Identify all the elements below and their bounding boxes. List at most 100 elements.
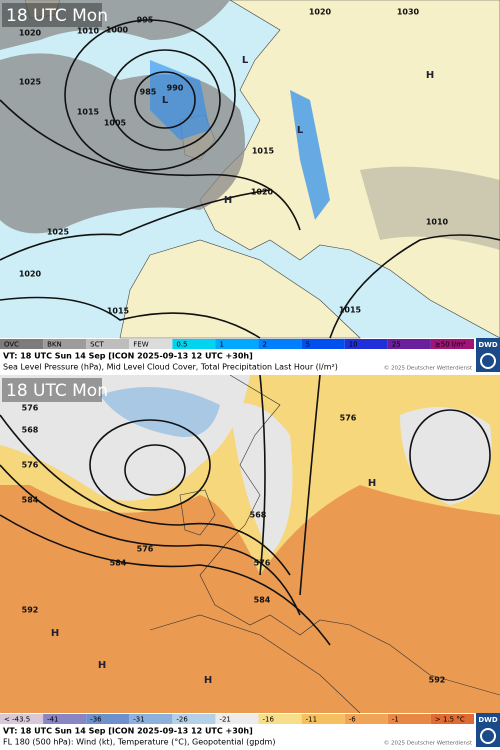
- time-badge: [2, 3, 102, 27]
- legend-swatch: [344, 714, 388, 724]
- isobar-label: 1010: [77, 27, 100, 36]
- description: FL 180 (500 hPa): Wind (kt), Temperature…: [3, 738, 275, 747]
- copyright: © 2025 Deutscher Wetterdienst: [384, 740, 473, 747]
- legend-swatch: [301, 339, 345, 349]
- legend-label: BKN: [47, 341, 62, 349]
- isobar-label: 1020: [19, 29, 42, 38]
- legend-swatch: [387, 339, 431, 349]
- geopotential-label: 584: [110, 559, 127, 568]
- pressure-center: H: [51, 628, 59, 639]
- panel-pressure: 1020 1010 1000 995 1025 1015 1005 985 99…: [0, 0, 500, 372]
- isobar-label: 1010: [426, 218, 449, 227]
- legend-label: -26: [176, 716, 188, 724]
- valid-time: VT: 18 UTC Sun 14 Sep [ICON 2025-09-13 1…: [3, 352, 253, 361]
- time-label: 18 UTC Mon: [6, 381, 108, 401]
- geopotential-label: 592: [22, 606, 39, 615]
- isobar-label: 1005: [104, 119, 127, 128]
- legend-label: 2: [263, 341, 267, 349]
- pressure-center: H: [368, 478, 376, 489]
- legend-label: -41: [47, 716, 58, 724]
- legend-swatch: [430, 339, 474, 349]
- geopotential-lines: [0, 375, 491, 646]
- legend-swatch: [172, 339, 216, 349]
- legend-label: -6: [349, 716, 357, 724]
- panel-500hpa: 576 568 576 584 576 584 592 576 568 576 …: [0, 375, 500, 747]
- time-label: 18 UTC Mon: [6, 6, 108, 26]
- isobar-label: 1015: [107, 307, 130, 316]
- pressure-center: H: [426, 70, 434, 81]
- geopotential-label: 576: [340, 414, 357, 423]
- valid-time: VT: 18 UTC Sun 14 Sep [ICON 2025-09-13 1…: [3, 727, 253, 736]
- legend-label: ≥50 l/m²: [435, 341, 466, 349]
- geopotential-label: 568: [22, 426, 39, 435]
- logo: DWD: [476, 713, 500, 747]
- isobar-label: 1015: [77, 108, 100, 117]
- geopotential-label: 592: [429, 676, 446, 685]
- geopotential-label: 568: [250, 511, 267, 520]
- legend-swatch: [43, 714, 87, 724]
- legend-swatch: [344, 339, 388, 349]
- geopotential-label: 576: [22, 461, 39, 470]
- legend-swatch: [387, 714, 431, 724]
- isobar-label: 1015: [339, 306, 362, 315]
- legend-swatch: [215, 339, 259, 349]
- isobars: [0, 19, 500, 339]
- legend-swatch: [258, 339, 302, 349]
- temperature-bands: [0, 375, 500, 575]
- legend-swatch: [0, 714, 44, 724]
- legend-label: -31: [133, 716, 144, 724]
- isobar-label: 1020: [251, 188, 274, 197]
- isobar-label: 985: [140, 88, 157, 97]
- copyright: © 2025 Deutscher Wetterdienst: [384, 365, 473, 372]
- isobar-label: 1030: [397, 8, 420, 17]
- legend-label: 25: [392, 341, 401, 349]
- legend-label: FEW: [133, 341, 148, 349]
- legend-label: -11: [306, 716, 317, 724]
- legend: < -43.5 -41 -36 -31 -26 -21 -16 -11 -6 -1 > 1.5 °C: [0, 714, 474, 724]
- precipitation: [150, 60, 330, 220]
- isobar-label: 1015: [252, 147, 275, 156]
- logo-text: DWD: [478, 716, 498, 724]
- legend-label: -36: [90, 716, 102, 724]
- legend-label: < -43.5: [4, 716, 30, 724]
- geopotential-label: 576: [137, 545, 154, 554]
- legend-label: > 1.5 °C: [435, 716, 465, 724]
- legend: OVC BKN SCT FEW 0.5 1 2 5 10 25 ≥50 l/m²: [0, 339, 474, 349]
- isobar-label: 1000: [106, 26, 129, 35]
- pressure-center: L: [297, 125, 304, 136]
- isobar-label: 990: [167, 84, 184, 93]
- pressure-center: L: [242, 55, 249, 66]
- legend-label: SCT: [90, 341, 104, 349]
- legend-swatch: [0, 339, 44, 349]
- legend-swatch: [215, 714, 259, 724]
- logo-text: DWD: [478, 341, 498, 349]
- legend-label: 1: [219, 341, 223, 349]
- legend-label: 10: [349, 341, 358, 349]
- isobar-label: 1020: [19, 270, 42, 279]
- geopotential-label: 576: [254, 559, 271, 568]
- legend-swatch: [301, 714, 345, 724]
- pressure-center: H: [224, 195, 232, 206]
- legend-swatch: [129, 714, 173, 724]
- legend-swatch: [86, 714, 130, 724]
- legend-swatch: [258, 714, 302, 724]
- isobar-label: 995: [137, 16, 154, 25]
- description: Sea Level Pressure (hPa), Mid Level Clou…: [3, 363, 338, 372]
- geopotential-label: 584: [254, 596, 271, 605]
- legend-swatch: [43, 339, 87, 349]
- pressure-center: L: [162, 95, 169, 106]
- legend-swatch: [129, 339, 173, 349]
- legend-label: OVC: [4, 341, 19, 349]
- legend-label: -1: [392, 716, 399, 724]
- legend-swatch: [86, 339, 130, 349]
- pressure-center: H: [98, 660, 106, 671]
- geopotential-label: 584: [22, 496, 39, 505]
- geopotential-label: 576: [22, 404, 39, 413]
- legend-label: -16: [263, 716, 275, 724]
- isobar-label: 1025: [19, 78, 42, 87]
- legend-swatch: [430, 714, 474, 724]
- legend-label: 5: [306, 341, 310, 349]
- legend-label: -21: [219, 716, 230, 724]
- isobar-label: 1020: [309, 8, 332, 17]
